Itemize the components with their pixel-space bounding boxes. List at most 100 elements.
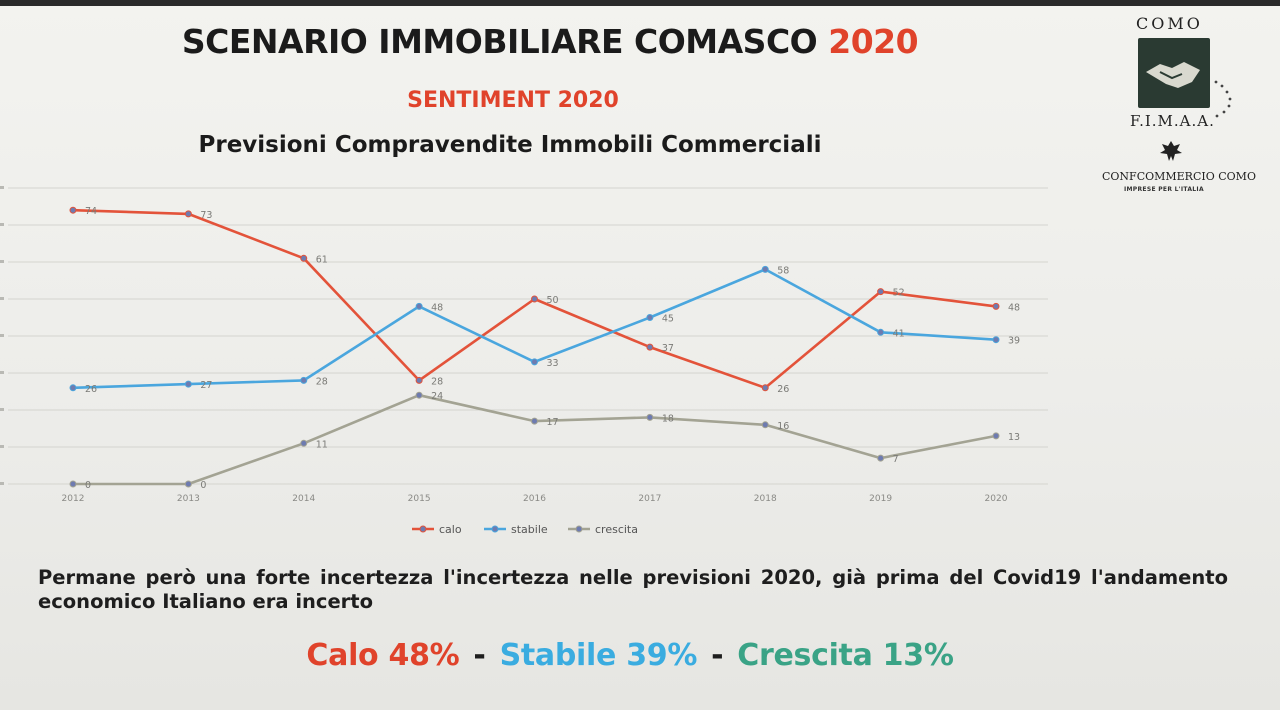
data-label-crescita: 0 (85, 480, 91, 491)
legend-label-calo: calo (439, 523, 462, 536)
data-label-stabile: 58 (777, 265, 789, 276)
data-point-crescita (184, 480, 192, 488)
data-label-stabile: 48 (431, 302, 443, 313)
chart-title: Previsioni Compravendite Immobili Commer… (198, 132, 822, 158)
data-point-stabile (531, 358, 538, 366)
summary-sep-2: - (711, 638, 724, 673)
data-label-crescita: 7 (893, 454, 899, 465)
y-tick-mark (0, 482, 4, 485)
chart-grid (0, 186, 1048, 485)
data-label-crescita: 24 (431, 391, 443, 402)
data-point-crescita (992, 432, 1000, 440)
x-tick-label: 2017 (638, 494, 661, 504)
screen-top-edge (0, 0, 1280, 6)
data-label-crescita: 13 (1008, 432, 1020, 443)
data-label-calo: 37 (662, 343, 674, 354)
data-point-calo (531, 295, 538, 303)
data-label-calo: 48 (1008, 302, 1020, 313)
data-label-stabile: 39 (1008, 336, 1020, 347)
data-label-stabile: 45 (662, 314, 674, 325)
legend-marker-stabile (491, 525, 499, 533)
data-point-stabile (184, 380, 192, 388)
logo-confcommercio-text: CONFCOMMERCIO COMO (1102, 170, 1256, 183)
data-point-crescita (877, 454, 885, 462)
x-tick-label: 2018 (754, 494, 777, 504)
data-point-stabile (69, 384, 77, 392)
y-tick-mark (0, 445, 4, 448)
x-tick-label: 2016 (523, 494, 546, 504)
y-tick-mark (0, 408, 4, 411)
data-label-stabile: 28 (316, 376, 328, 387)
data-point-calo (69, 206, 77, 214)
data-point-calo (761, 384, 769, 392)
page-title: SCENARIO IMMOBILIARE COMASCO 2020 (0, 22, 1100, 61)
data-label-crescita: 18 (662, 413, 674, 424)
data-label-stabile: 27 (200, 380, 212, 391)
title-year: 2020 (828, 22, 919, 61)
summary-stabile: Stabile 39% (499, 638, 698, 673)
data-label-calo: 61 (316, 254, 328, 265)
data-point-crescita (300, 439, 308, 447)
x-tick-label: 2012 (62, 494, 85, 504)
x-tick-label: 2020 (985, 494, 1008, 504)
handshake-icon (1138, 38, 1210, 108)
stars-icon (1214, 80, 1232, 118)
x-axis-ticks: 2012 2013 2014 2015 2016 2017 2018 2019 2020 (62, 494, 1008, 504)
data-label-stabile: 33 (547, 358, 559, 369)
y-tick-mark (0, 223, 4, 226)
data-label-calo: 28 (431, 376, 443, 387)
subtitle: SENTIMENT 2020 (407, 88, 619, 113)
legend-label-crescita: crescita (595, 523, 638, 536)
data-point-calo (415, 376, 423, 384)
data-point-crescita (531, 417, 538, 425)
note-text: Permane però una forte incertezza l'ince… (38, 566, 1228, 613)
data-label-stabile: 26 (85, 384, 97, 395)
y-tick-mark (0, 260, 4, 263)
y-tick-mark (0, 334, 4, 337)
data-point-calo (300, 254, 308, 262)
data-point-crescita (646, 413, 654, 421)
data-point-calo (184, 210, 192, 218)
chart-legend: calo stabile crescita (412, 523, 638, 536)
data-point-stabile (415, 302, 423, 310)
summary-sep-1: - (473, 638, 486, 673)
data-label-crescita: 0 (200, 480, 206, 491)
legend-marker-crescita (575, 525, 583, 533)
logo-tagline: IMPRESE PER L'ITALIA (1124, 186, 1204, 193)
data-label-calo: 74 (85, 206, 97, 217)
logo-fimaa-text: F.I.M.A.A. (1130, 112, 1215, 130)
summary-calo: Calo 48% (306, 638, 460, 673)
data-label-stabile: 41 (893, 328, 905, 339)
data-point-stabile (300, 376, 308, 384)
title-main: SCENARIO IMMOBILIARE COMASCO (181, 22, 818, 61)
data-point-stabile (877, 328, 885, 336)
legend-label-stabile: stabile (511, 523, 548, 536)
y-tick-mark (0, 371, 4, 374)
x-tick-label: 2019 (869, 494, 892, 504)
data-point-stabile (646, 314, 654, 321)
data-label-calo: 50 (547, 295, 559, 306)
logo-como-text: COMO (1136, 14, 1203, 33)
data-label-crescita: 16 (777, 421, 789, 432)
data-point-stabile (761, 265, 769, 273)
y-tick-mark (0, 186, 4, 189)
data-point-calo (646, 343, 654, 351)
x-tick-label: 2014 (292, 494, 315, 504)
series-line-crescita (73, 393, 997, 486)
eagle-icon (1160, 141, 1182, 161)
x-tick-label: 2015 (408, 494, 431, 504)
legend-marker-calo (419, 525, 427, 533)
data-label-calo: 52 (893, 288, 905, 299)
data-label-calo: 73 (200, 210, 212, 221)
data-label-crescita: 17 (547, 417, 559, 428)
summary-line: Calo 48% - Stabile 39% - Crescita 13% (0, 638, 1260, 673)
data-point-crescita (69, 480, 77, 488)
data-label-crescita: 11 (316, 439, 328, 450)
data-point-stabile (992, 336, 1000, 344)
data-point-crescita (415, 391, 423, 399)
x-tick-label: 2013 (177, 494, 200, 504)
data-point-crescita (761, 421, 769, 429)
line-chart: 2012 2013 2014 2015 2016 2017 2018 2019 2020 74 7… (0, 186, 1048, 536)
y-tick-mark (0, 297, 4, 300)
data-point-calo (877, 288, 885, 296)
